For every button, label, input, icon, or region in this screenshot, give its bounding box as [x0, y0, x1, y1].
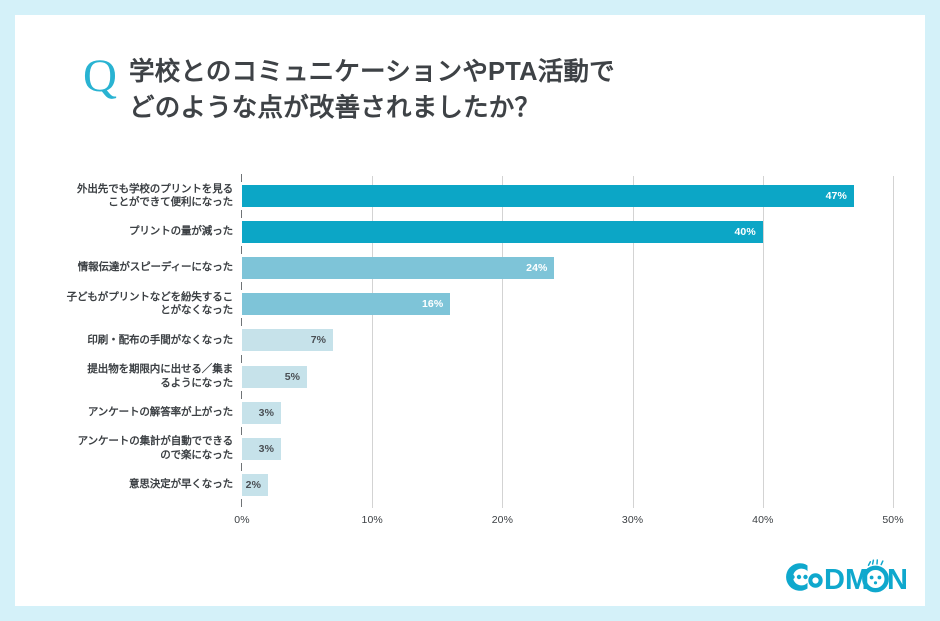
axis-tick [241, 210, 242, 219]
gridline-40% [762, 176, 764, 508]
gridline-30% [632, 176, 634, 508]
x-axis-tick-label: 10% [361, 513, 383, 526]
gridline-20% [502, 176, 504, 508]
category-label-line: ので楽になった [160, 448, 233, 461]
gridline-10% [372, 176, 374, 508]
title-line-2: どのような点が改善されましたか？ [129, 94, 541, 122]
table-row: 47% [242, 185, 854, 207]
table-row: 5% [242, 365, 308, 388]
bar-value-label: 3% [258, 406, 275, 419]
category-label-line: 外出先でも学校のプリントを見る [77, 182, 233, 195]
axis-tick [241, 318, 242, 327]
slide-card: Q 学校とのコミュニケーションやPTA活動で どのような点が改善されましたか？ … [15, 15, 925, 606]
x-axis-tick-label: 40% [752, 513, 774, 526]
category-label: アンケートの解答率が上がった [58, 406, 233, 420]
category-label: プリントの量が減った [58, 225, 233, 239]
page-title: 学校とのコミュニケーションやPTA活動で どのような点が改善されましたか？ [123, 51, 615, 126]
title-block: Q 学校とのコミュニケーションやPTA活動で どのような点が改善されましたか？ [77, 51, 867, 126]
category-label-line: ことができて便利になった [108, 196, 233, 208]
category-label: 外出先でも学校のプリントを見る ことができて便利になった [58, 183, 233, 210]
axis-tick [241, 174, 242, 182]
bar-value-label: 24% [526, 262, 548, 275]
category-label-line: 情報伝達がスピーディーになった [77, 261, 233, 274]
category-label: 印刷・配布の手間がなくなった [58, 334, 233, 348]
category-label-line: とがなくなった [160, 304, 233, 317]
bar-value-label: 2% [245, 478, 262, 491]
category-label: 意思決定が早くなった [58, 478, 233, 492]
bar-value-label: 40% [734, 226, 756, 239]
logo-letters-dm: DM [824, 564, 869, 596]
table-row: 24% [242, 257, 555, 280]
logo-c-bubble-icon [786, 563, 808, 591]
axis-tick [241, 426, 242, 435]
category-label: 子どもがプリントなどを紛失するこ とがなくなった [58, 290, 234, 318]
x-axis-tick-label: 50% [882, 513, 904, 526]
logo-letter-o-small [808, 573, 823, 588]
table-row: 2% [242, 473, 269, 496]
category-label-line: るようになった [160, 376, 233, 389]
bar-value-label: 3% [258, 442, 275, 455]
x-axis-tick-label: 20% [491, 513, 514, 526]
codmon-logo-svg: DM N [786, 559, 908, 596]
table-row: 3% [242, 401, 282, 424]
x-axis-tick-label: 30% [621, 513, 644, 526]
logo-letter-n: N [887, 564, 908, 596]
category-label: 提出物を期限内に出せる／集ま るようになった [58, 363, 233, 390]
axis-tick [241, 354, 242, 363]
axis-tick [241, 390, 242, 399]
bar-value-label: 47% [825, 190, 847, 202]
gridline-50% [893, 176, 894, 508]
codmon-logo: DM N [777, 556, 917, 600]
title-line-1: 学校とのコミュニケーションやPTA活動で [129, 58, 615, 86]
axis-tick [241, 498, 242, 507]
question-mark-icon: Q [83, 50, 117, 102]
axis-tick [241, 246, 242, 255]
category-label-line: アンケートの解答率が上がった [87, 405, 233, 418]
x-axis-tick-label: 0% [234, 513, 250, 526]
table-row: 7% [242, 329, 334, 352]
bar-value-label: 16% [421, 298, 444, 311]
table-row: 3% [242, 437, 282, 460]
table-row: 16% [242, 293, 451, 316]
axis-tick [241, 462, 242, 471]
category-label: 情報伝達がスピーディーになった [58, 261, 233, 275]
category-label-line: 印刷・配布の手間がなくなった [87, 333, 233, 346]
category-label-line: 提出物を期限内に出せる／集ま [87, 363, 233, 375]
table-row: 40% [242, 221, 763, 244]
logo-letter-o-face-icon [862, 559, 889, 593]
category-label: アンケートの集計が自動でできる ので楽になった [58, 435, 233, 462]
category-label-line: 意思決定が早くなった [129, 478, 233, 491]
category-label-line: 子どもがプリントなどを紛失するこ [66, 290, 234, 303]
axis-tick [241, 282, 242, 291]
bar-value-label: 7% [310, 334, 327, 347]
bar-chart: 47% 40% 24% 16% 7% 5% 3% 3% 2% 外出先でも学校のプリントを見る こと… [15, 15, 925, 606]
bar-value-label: 5% [284, 370, 301, 383]
category-label-line: プリントの量が減った [129, 225, 233, 238]
category-label-line: アンケートの集計が自動でできる [77, 435, 233, 448]
